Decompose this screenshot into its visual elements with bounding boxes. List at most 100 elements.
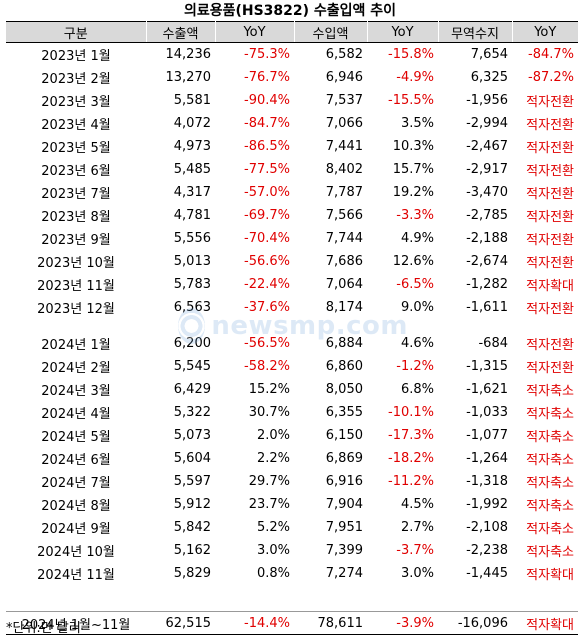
import-value: 7,904 [325, 496, 363, 512]
export-yoy: 3.0% [256, 542, 290, 558]
export-yoy: 15.2% [248, 381, 290, 397]
import-value: 7,744 [325, 230, 363, 246]
row-label: 2024년 1월~11월 [6, 611, 146, 635]
import-yoy: -18.2% [388, 450, 434, 466]
import-value: 7,951 [325, 519, 363, 535]
table-row: 2023년 3월 5,581 -90.4% 7,537 -15.5% -1,956 적자전환 [6, 89, 578, 112]
import-value: 7,686 [325, 253, 363, 269]
table-row: 2023년 12월 6,563 -37.6% 8,174 9.0% -1,611 적자전환 [6, 296, 578, 319]
table-row: 2023년 10월 5,013 -56.6% 7,686 12.6% -2,674 적자전환 [6, 250, 578, 273]
row-label: 2024년 5월 [41, 429, 111, 445]
total-row: 2024년 1월~11월 62,515 -14.4% 78,611 -3.9% -16,0… [6, 611, 578, 635]
import-value: 78,611 [294, 611, 367, 635]
import-value: 6,916 [325, 473, 363, 489]
balance-yoy: 적자전환 [526, 94, 574, 110]
export-value: 5,073 [173, 427, 211, 443]
header-export: 수출액 [146, 21, 216, 43]
import-yoy: 4.5% [400, 496, 434, 512]
export-yoy: 2.2% [256, 450, 290, 466]
export-value: 5,604 [173, 450, 211, 466]
balance-yoy: 적자축소 [526, 383, 574, 399]
balance-value: -1,077 [466, 427, 508, 443]
balance-value: -2,188 [466, 230, 508, 246]
balance-yoy: 적자전환 [526, 117, 574, 133]
table-row: 2024년 3월 6,429 15.2% 8,050 6.8% -1,621 적자축소 [6, 378, 578, 401]
table-row: 2024년 2월 5,545 -58.2% 6,860 -1.2% -1,315 적자전환 [6, 355, 578, 378]
export-yoy: -58.2% [244, 358, 290, 374]
import-value: 7,441 [325, 138, 363, 154]
balance-value: -1,445 [466, 565, 508, 581]
balance-value: -2,674 [466, 253, 508, 269]
export-value: 5,545 [173, 358, 211, 374]
balance-yoy: -87.2% [528, 69, 574, 85]
import-value: 8,050 [325, 381, 363, 397]
import-yoy: 3.5% [400, 115, 434, 131]
balance-value: -2,108 [466, 519, 508, 535]
table-row: 2023년 9월 5,556 -70.4% 7,744 4.9% -2,188 적자전환 [6, 227, 578, 250]
table-row: 2023년 7월 4,317 -57.0% 7,787 19.2% -3,470 적자전환 [6, 181, 578, 204]
export-value: 5,842 [173, 519, 211, 535]
import-yoy: -17.3% [388, 427, 434, 443]
balance-value: -1,264 [466, 450, 508, 466]
balance-yoy: 적자전환 [526, 360, 574, 376]
export-yoy: 5.2% [256, 519, 290, 535]
export-yoy: 29.7% [248, 473, 290, 489]
watermark-text: newsmp.com [211, 311, 408, 341]
balance-yoy: 적자확대 [526, 567, 574, 583]
export-value: 6,200 [146, 332, 215, 355]
row-label: 2024년 7월 [41, 475, 111, 491]
export-yoy: -75.3% [244, 46, 290, 62]
balance-yoy: 적자전환 [526, 140, 574, 156]
balance-value: -684 [478, 335, 508, 351]
balance-yoy: 적자축소 [526, 429, 574, 445]
table-row: 2023년 6월 5,485 -77.5% 8,402 15.7% -2,917 적자전환 [6, 158, 578, 181]
import-value: 6,150 [325, 427, 363, 443]
table-row: 2023년 2월 13,270 -76.7% 6,946 -4.9% 6,325 -87.2… [6, 66, 578, 89]
header-category: 구분 [6, 21, 147, 43]
header-row: 구분 수출액 YoY 수입액 YoY 무역수지 YoY [6, 21, 578, 43]
import-value: 6,582 [325, 46, 363, 62]
import-value: 7,064 [325, 276, 363, 292]
table-row: 2024년 7월 5,597 29.7% 6,916 -11.2% -1,318 적자축소 [6, 470, 578, 493]
balance-yoy: 적자전환 [526, 209, 574, 225]
balance-value: 6,325 [470, 69, 508, 85]
row-label: 2023년 12월 [37, 301, 115, 317]
export-yoy: -37.6% [244, 299, 290, 315]
balance-value: -1,033 [466, 404, 508, 420]
export-value: 6,563 [173, 299, 211, 315]
import-yoy: 19.2% [392, 184, 434, 200]
spacer-row [6, 585, 578, 612]
row-label: 2024년 4월 [41, 406, 111, 422]
export-yoy: -56.5% [244, 335, 290, 351]
balance-yoy: 적자축소 [526, 544, 574, 560]
balance-yoy: 적자축소 [526, 521, 574, 537]
table-row: 2024년 6월 5,604 2.2% 6,869 -18.2% -1,264 적자축소 [6, 447, 578, 470]
balance-value: -1,282 [466, 276, 508, 292]
row-label: 2023년 2월 [41, 71, 111, 87]
header-balance: 무역수지 [438, 21, 513, 43]
export-value: 4,781 [173, 207, 211, 223]
row-label: 2024년 11월 [37, 567, 115, 583]
import-yoy: 4.6% [400, 335, 434, 351]
row-label: 2023년 11월 [37, 278, 115, 294]
export-yoy: -76.7% [244, 69, 290, 85]
balance-value: -2,785 [466, 207, 508, 223]
balance-yoy: 적자확대 [526, 278, 574, 294]
table-row: 2024년 1월 6,200 -56.5% 6,884 4.6% -684 적자전환 [6, 332, 578, 355]
table-row: 2024년 9월 5,842 5.2% 7,951 2.7% -2,108 적자축소 [6, 516, 578, 539]
row-label: 2023년 1월 [41, 48, 111, 64]
row-label: 2023년 10월 [37, 255, 115, 271]
table-row: 2023년 11월 5,783 -22.4% 7,064 -6.5% -1,282 적자확대 [6, 273, 578, 296]
header-import: 수입액 [294, 21, 368, 43]
import-value: 7,566 [325, 207, 363, 223]
export-value: 5,556 [173, 230, 211, 246]
import-yoy: -10.1% [388, 404, 434, 420]
import-yoy: 4.9% [400, 230, 434, 246]
spacer-cell [6, 585, 578, 612]
table-row: 2023년 8월 4,781 -69.7% 7,566 -3.3% -2,785 적자전환 [6, 204, 578, 227]
export-yoy: 0.8% [256, 565, 290, 581]
export-yoy: -56.6% [244, 253, 290, 269]
import-yoy: -11.2% [388, 473, 434, 489]
import-value: 8,174 [325, 299, 363, 315]
import-yoy: 12.6% [392, 253, 434, 269]
